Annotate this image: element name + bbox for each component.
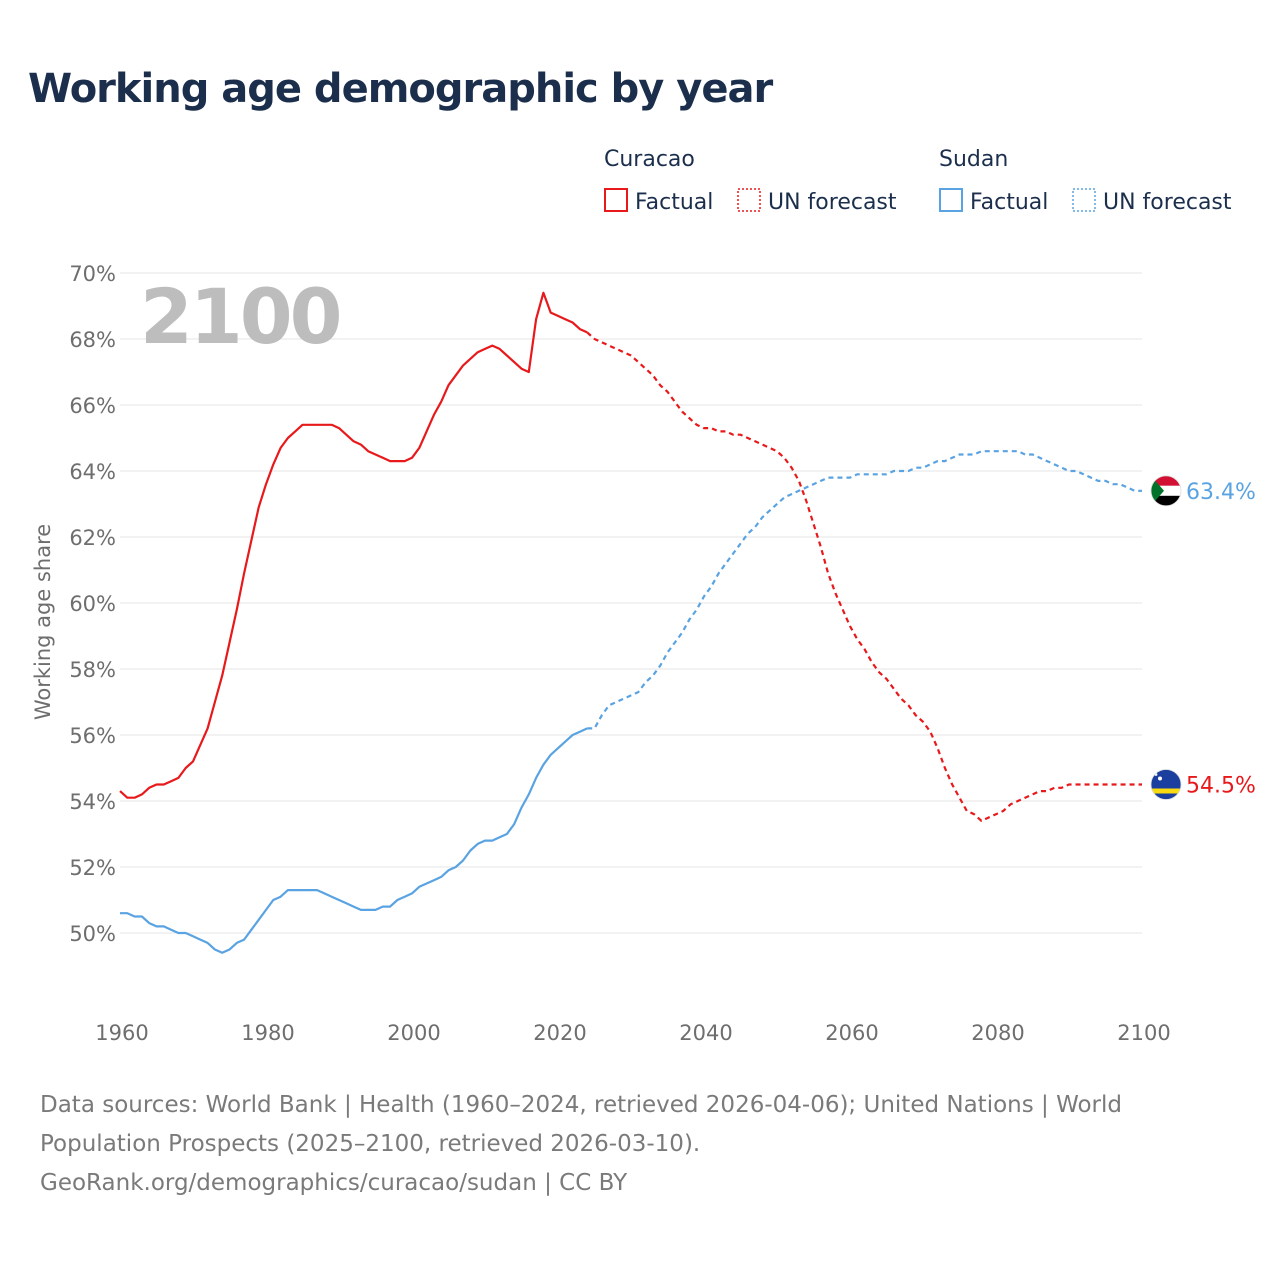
curacao-flag-icon (1151, 769, 1181, 800)
x-axis-ticks: 1960 1980 2000 2020 2040 2060 2080 2100 (95, 1021, 1170, 1045)
y-tick-label: 60% (69, 592, 116, 616)
legend-curacao-factual-label: Factual (635, 190, 713, 215)
x-tick-label: 1960 (95, 1021, 148, 1045)
x-tick-label: 2040 (679, 1021, 732, 1045)
series-line-curacao-forecast (586, 331, 1142, 823)
y-tick-label: 54% (69, 790, 116, 814)
legend-sudan-factual-label: Factual (970, 190, 1048, 215)
y-tick-label: 56% (69, 724, 116, 748)
legend-sudan-forecast-swatch (1072, 188, 1096, 212)
legend-sudan-factual-swatch (939, 188, 963, 212)
legend-curacao-forecast-swatch (737, 188, 761, 212)
series-line-sudan-factual (120, 727, 588, 954)
x-tick-label: 2020 (533, 1021, 586, 1045)
y-tick-label: 66% (69, 394, 116, 418)
legend-curacao-factual-swatch (604, 188, 628, 212)
series-lines (119, 291, 1142, 954)
y-tick-label: 62% (69, 526, 116, 550)
y-tick-label: 58% (69, 658, 116, 682)
series-line-curacao-factual (119, 291, 588, 799)
year-watermark: 2100 (140, 272, 340, 361)
gridlines (120, 272, 1142, 934)
y-tick-label: 68% (69, 328, 116, 352)
y-tick-label: 64% (69, 460, 116, 484)
y-axis-label: Working age share (31, 524, 55, 720)
footer-credit-link[interactable]: GeoRank.org/demographics/curacao/sudan |… (40, 1170, 628, 1196)
footer: Data sources: World Bank | Health (1960–… (40, 1086, 1220, 1203)
sudan-flag-icon (1151, 475, 1181, 506)
x-tick-label: 2060 (825, 1021, 878, 1045)
footer-sources-line-1: Data sources: World Bank | Health (1960–… (40, 1092, 1122, 1118)
sudan-end-value-label: 63.4% (1186, 480, 1256, 505)
x-tick-label: 2100 (1117, 1021, 1170, 1045)
y-axis-ticks: 50% 52% 54% 56% 58% 60% 62% 64% 66% 68% 70% (69, 262, 116, 946)
curacao-end-value-label: 54.5% (1186, 774, 1256, 799)
y-tick-label: 52% (69, 856, 116, 880)
series-line-sudan-forecast (587, 450, 1142, 730)
legend-sudan-title: Sudan (939, 147, 1008, 172)
legend-sudan-forecast-label: UN forecast (1103, 190, 1232, 215)
legend: Curacao Factual UN forecast Sudan Factual UN … (604, 147, 1232, 215)
footer-sources-line-2: Population Prospects (2025–2100, retriev… (40, 1131, 701, 1157)
y-tick-label: 50% (69, 922, 116, 946)
x-tick-label: 2000 (387, 1021, 440, 1045)
x-tick-label: 2080 (971, 1021, 1024, 1045)
x-tick-label: 1980 (241, 1021, 294, 1045)
legend-curacao-title: Curacao (604, 147, 695, 172)
y-tick-label: 70% (69, 262, 116, 286)
chart-title: Working age demographic by year (28, 66, 773, 112)
chart-area: Curacao Factual UN forecast Sudan Factual UN … (31, 147, 1256, 1045)
end-markers: 54.5% 63.4% (1150, 475, 1256, 800)
legend-curacao-forecast-label: UN forecast (768, 190, 897, 215)
